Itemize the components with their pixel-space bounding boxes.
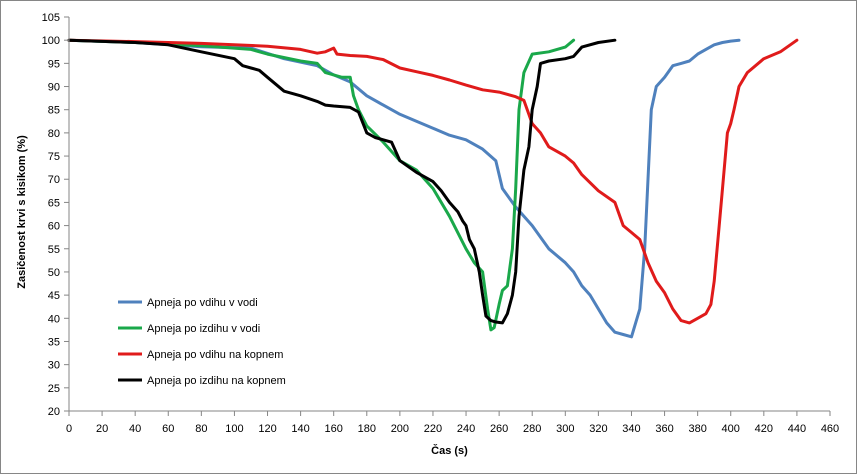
x-tick-label: 220	[424, 423, 442, 435]
legend-label-2: Apneja po izdihu v vodi	[147, 323, 260, 335]
x-tick-label: 400	[722, 423, 740, 435]
y-tick-label: 50	[48, 267, 60, 279]
y-tick-label: 25	[48, 383, 60, 395]
y-tick-label: 30	[48, 360, 60, 372]
x-tick-label: 360	[655, 423, 673, 435]
x-axis-ticks: 0 20 40 60 80 100 120 140 160 180 200 220 240 260 280 3…	[66, 411, 839, 435]
y-tick-label: 70	[48, 174, 60, 186]
x-tick-label: 280	[523, 423, 541, 435]
x-tick-label: 200	[391, 423, 409, 435]
x-tick-label: 100	[225, 423, 243, 435]
x-tick-label: 80	[195, 423, 207, 435]
legend-label-3: Apneja po vdihu na kopnem	[147, 349, 283, 361]
y-tick-label: 20	[48, 406, 60, 418]
y-tick-label: 60	[48, 221, 60, 233]
legend-label-1: Apneja po vdihu v vodi	[147, 297, 258, 309]
x-tick-label: 440	[788, 423, 806, 435]
y-axis-ticks: 20 25 30 35 40 45 50 55 60 65 70 75 80 85 90 95 100 105	[42, 12, 69, 418]
x-tick-label: 240	[457, 423, 475, 435]
x-tick-label: 60	[162, 423, 174, 435]
x-tick-label: 160	[325, 423, 343, 435]
x-tick-label: 340	[622, 423, 640, 435]
x-tick-label: 460	[821, 423, 839, 435]
series-line-4	[67, 38, 617, 325]
x-tick-label: 260	[490, 423, 508, 435]
y-tick-label: 35	[48, 336, 60, 348]
series-line-3	[67, 38, 799, 325]
series-lines	[67, 38, 799, 339]
y-tick-label: 55	[48, 244, 60, 256]
x-tick-label: 140	[291, 423, 309, 435]
y-tick-label: 90	[48, 82, 60, 94]
x-tick-label: 0	[66, 423, 72, 435]
x-tick-label: 40	[129, 423, 141, 435]
legend: Apneja po vdihu v vodi Apneja po izdihu v…	[118, 297, 286, 387]
x-tick-label: 300	[556, 423, 574, 435]
y-tick-label: 75	[48, 151, 60, 163]
y-axis-title: Zasičenost krvi s kisikom (%)	[16, 135, 28, 289]
series-line-2	[67, 38, 576, 332]
y-tick-label: 80	[48, 128, 60, 140]
x-axis-title: Čas (s)	[431, 444, 468, 457]
x-tick-label: 420	[755, 423, 773, 435]
x-tick-label: 320	[589, 423, 607, 435]
x-tick-label: 120	[258, 423, 276, 435]
y-tick-label: 45	[48, 290, 60, 302]
legend-label-4: Apneja po izdihu na kopnem	[147, 375, 286, 387]
y-tick-label: 65	[48, 197, 60, 209]
y-tick-label: 100	[42, 35, 60, 47]
x-tick-label: 380	[688, 423, 706, 435]
y-tick-label: 40	[48, 313, 60, 325]
series-line-1	[67, 38, 741, 339]
y-tick-label: 95	[48, 58, 60, 70]
y-tick-label: 105	[42, 12, 60, 24]
y-tick-label: 85	[48, 105, 60, 117]
x-tick-label: 180	[358, 423, 376, 435]
x-tick-label: 20	[96, 423, 108, 435]
